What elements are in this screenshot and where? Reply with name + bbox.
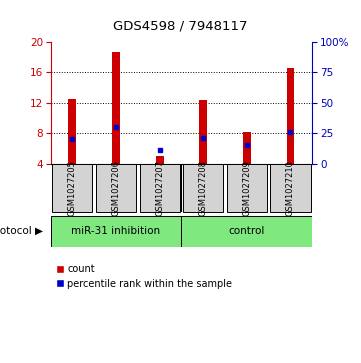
Bar	[243, 132, 251, 164]
Bar	[139, 164, 180, 212]
Text: GSM1027209: GSM1027209	[242, 160, 251, 216]
Bar	[52, 164, 92, 212]
Text: control: control	[229, 227, 265, 236]
Text: GSM1027208: GSM1027208	[199, 160, 208, 216]
Text: miR-31 inhibition: miR-31 inhibition	[71, 227, 161, 236]
Text: GDS4598 / 7948117: GDS4598 / 7948117	[113, 20, 248, 33]
Text: GSM1027207: GSM1027207	[155, 160, 164, 216]
Bar	[270, 164, 310, 212]
Bar	[199, 101, 207, 164]
Bar	[51, 216, 181, 247]
Text: GSM1027210: GSM1027210	[286, 160, 295, 216]
Bar	[156, 156, 164, 164]
Text: GSM1027206: GSM1027206	[112, 160, 121, 216]
Bar	[183, 164, 223, 212]
Text: protocol ▶: protocol ▶	[0, 227, 43, 236]
Bar	[227, 164, 267, 212]
Bar	[181, 216, 312, 247]
Bar	[112, 52, 120, 164]
Legend: count, percentile rank within the sample: count, percentile rank within the sample	[52, 260, 236, 293]
Bar	[96, 164, 136, 212]
Bar	[287, 68, 294, 164]
Text: GSM1027205: GSM1027205	[68, 160, 77, 216]
Bar	[69, 99, 76, 164]
